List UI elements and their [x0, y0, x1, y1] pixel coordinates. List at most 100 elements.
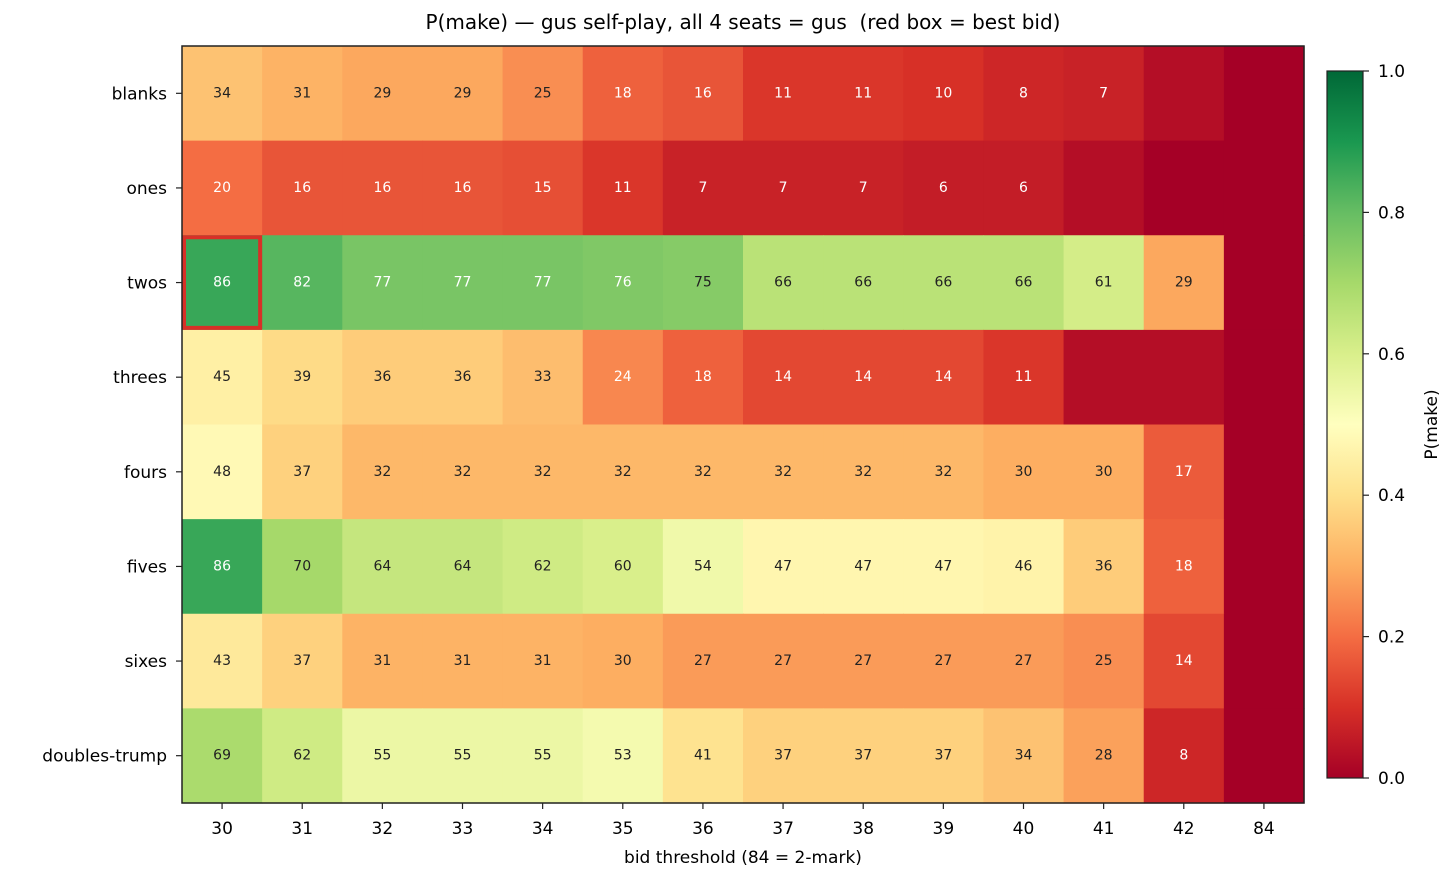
cell-value-label: 7: [859, 180, 868, 196]
cell-value-label: 27: [694, 653, 712, 669]
cell-value-label: 17: [1175, 464, 1193, 480]
cell-value-label: 25: [1095, 653, 1113, 669]
cell-value-label: 55: [534, 748, 552, 764]
cell-value-label: 62: [293, 748, 311, 764]
heatmap-cell: [582, 708, 664, 804]
heatmap-cell: [262, 613, 343, 709]
cell-value-label: 11: [1015, 369, 1033, 385]
cell-value-label: 31: [534, 653, 552, 669]
heatmap-cell: [1063, 46, 1145, 142]
cell-value-label: 66: [854, 275, 872, 291]
x-tick-label: 35: [612, 819, 634, 839]
colorbar-tick-label: 0.0: [1378, 769, 1405, 789]
cell-value-label: 70: [293, 558, 311, 574]
cell-value-label: 76: [614, 275, 632, 291]
heatmap-cell: [903, 424, 985, 520]
cell-value-label: 20: [213, 180, 231, 196]
heatmap-cell: [662, 613, 744, 709]
heatmap-cell: [743, 708, 824, 804]
cell-value-label: 82: [293, 275, 311, 291]
cell-value-label: 77: [454, 275, 472, 291]
heatmap-cell: [262, 329, 343, 426]
heatmap-cell: [823, 235, 904, 331]
cell-value-label: 64: [454, 558, 472, 574]
cell-value-label: 75: [694, 275, 712, 291]
plot-frame: [181, 45, 1305, 804]
cell-value-label: 6: [939, 180, 948, 196]
heatmap-cell: [342, 708, 424, 804]
heatmap-cell: [182, 613, 263, 709]
heatmap-cell: [662, 329, 744, 426]
x-tick-label: 84: [1253, 819, 1275, 839]
x-tick-label: 41: [1093, 819, 1115, 839]
heatmap-cell: [743, 46, 824, 142]
cell-value-label: 10: [934, 85, 952, 101]
cell-value-label: 34: [213, 85, 231, 101]
heatmap-cell: [262, 519, 343, 615]
heatmap-cell: [1143, 329, 1225, 426]
cell-value-label: 27: [1015, 653, 1033, 669]
heatmap-cell: [262, 708, 343, 804]
cell-value-label: 33: [534, 369, 552, 385]
cell-value-label: 39: [293, 369, 311, 385]
heatmap-cell: [1223, 46, 1305, 142]
cell-value-label: 11: [614, 180, 632, 196]
colorbar-tick-label: 0.6: [1378, 345, 1405, 365]
x-tick-label: 40: [1013, 819, 1035, 839]
cell-value-label: 29: [454, 85, 472, 101]
heatmap-cell: [422, 235, 504, 331]
cell-value-label: 15: [534, 180, 552, 196]
cell-value-label: 37: [293, 653, 311, 669]
cell-value-label: 11: [854, 85, 872, 101]
heatmap-cell: [342, 613, 424, 709]
y-tick-label: threes: [113, 368, 167, 388]
heatmap-cell: [903, 708, 985, 804]
heatmap-cell: [582, 613, 664, 709]
cell-value-label: 31: [373, 653, 391, 669]
heatmap-cell: [823, 46, 904, 142]
cell-value-label: 64: [373, 558, 391, 574]
cell-value-label: 7: [698, 180, 707, 196]
heatmap-cell: [823, 708, 904, 804]
cell-value-label: 37: [774, 748, 792, 764]
cell-value-label: 8: [1019, 85, 1028, 101]
heatmap-cell: [983, 613, 1065, 709]
cell-value-label: 28: [1095, 748, 1113, 764]
cell-value-label: 14: [1175, 653, 1193, 669]
heatmap-cell: [743, 235, 824, 331]
heatmap-cell: [1223, 519, 1305, 615]
cell-value-label: 11: [774, 85, 792, 101]
heatmap-cell: [342, 46, 424, 142]
cell-value-label: 32: [373, 464, 391, 480]
heatmap-cell: [823, 424, 904, 520]
colorbar-label: P(make): [1422, 389, 1442, 459]
y-tick-label: ones: [127, 179, 168, 199]
cell-value-label: 7: [1099, 85, 1108, 101]
cell-value-label: 69: [213, 748, 231, 764]
heatmap-cell: [983, 519, 1065, 615]
colorbar-tick-label: 0.8: [1378, 203, 1405, 223]
heatmap-cell: [422, 519, 504, 615]
heatmap-cell: [1143, 424, 1225, 520]
cell-labels: 34 31 29 29 25 18 16 11 11 10 8 720 16 16 16 15 11 7 7 7 6 68…: [213, 85, 1193, 763]
heatmap-cell: [582, 329, 664, 426]
heatmap-cell: [1223, 235, 1305, 331]
best-bid-highlight: [182, 235, 263, 330]
cell-value-label: 18: [614, 85, 632, 101]
heatmap-cell: [743, 140, 824, 236]
heatmap-cell: [422, 46, 504, 142]
x-axis: 30 31 32 33 34 35 36 37 38 39 40 41 42 84: [211, 803, 1275, 839]
cell-value-label: 47: [854, 558, 872, 574]
cell-value-label: 37: [293, 464, 311, 480]
heatmap-cell: [262, 235, 343, 331]
cell-value-label: 29: [1175, 275, 1193, 291]
heatmap-cell: [422, 424, 504, 520]
heatmap-cell: [1143, 708, 1225, 804]
heatmap-cell: [983, 329, 1065, 426]
heatmap-cell: [903, 519, 985, 615]
heatmap-cell: [502, 140, 584, 236]
heatmap-cell: [743, 329, 824, 426]
cell-value-label: 43: [213, 653, 231, 669]
heatmap-cells: [182, 46, 1305, 804]
colorbar-ticks: 0.0 0.2 0.4 0.6 0.8 1.0: [1363, 62, 1405, 789]
